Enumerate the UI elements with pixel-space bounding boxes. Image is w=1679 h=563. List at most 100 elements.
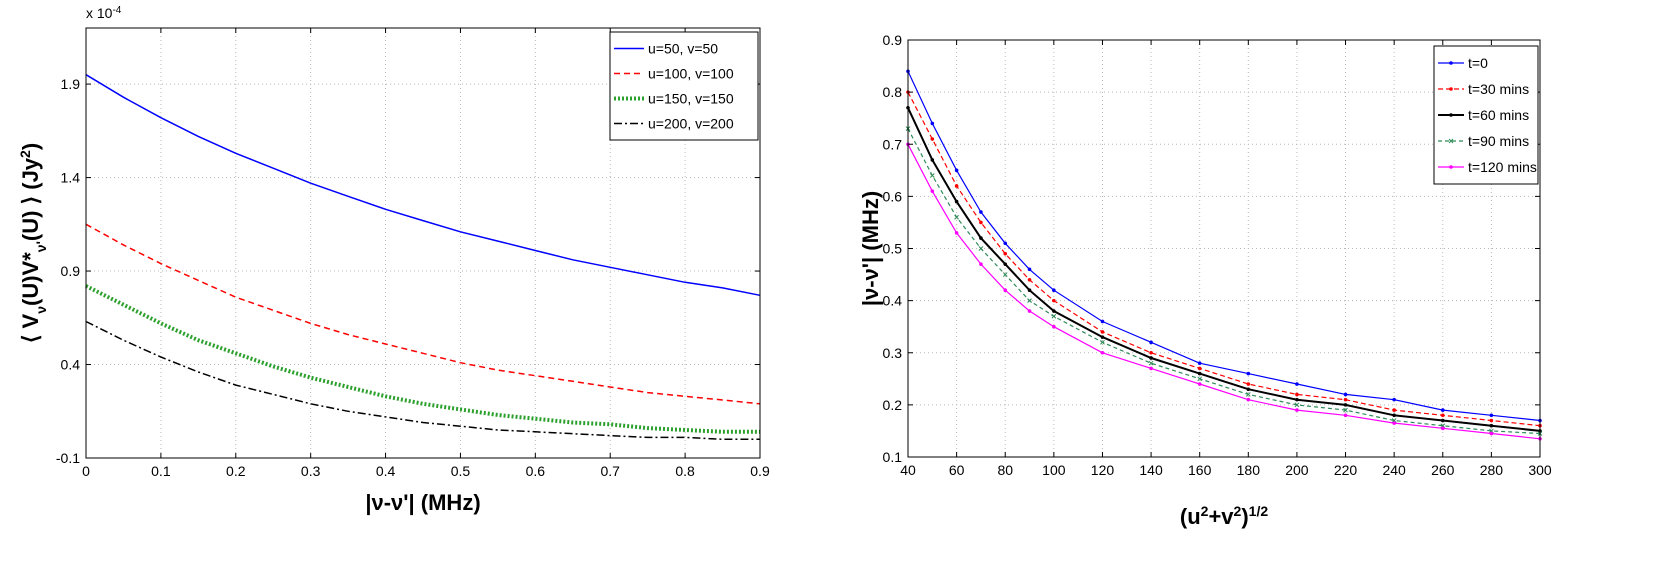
data-point — [1489, 431, 1494, 436]
y-tick-label: 0.7 — [883, 136, 903, 152]
legend-label: t=90 mins — [1468, 133, 1529, 149]
x-tick-label: 0.3 — [301, 463, 321, 479]
series-line-4 — [907, 128, 1541, 435]
series-line-2 — [85, 223, 761, 405]
data-point — [1343, 397, 1348, 402]
data-point — [1051, 313, 1057, 319]
y-tick-label: 0.1 — [883, 449, 903, 465]
x-tick-label: 0.2 — [226, 463, 246, 479]
data-point — [1294, 402, 1300, 408]
y-tick-label: 0.8 — [883, 84, 903, 100]
data-point — [954, 184, 959, 188]
x-tick-label: 300 — [1528, 462, 1552, 478]
data-point — [1295, 382, 1299, 386]
legend-box — [609, 31, 759, 141]
data-point — [1246, 382, 1251, 386]
legend-marker — [1449, 113, 1453, 117]
x-tick-label: 0 — [82, 463, 90, 479]
data-point — [954, 231, 959, 235]
data-point — [1197, 361, 1202, 365]
legend-label: t=60 mins — [1468, 107, 1529, 123]
data-point — [1197, 382, 1202, 386]
data-point — [1149, 356, 1153, 360]
data-point — [1003, 262, 1008, 266]
data-point — [1100, 335, 1105, 339]
data-point — [1295, 408, 1299, 412]
y-tick-label: 0.9 — [883, 32, 903, 48]
series-line-2 — [907, 91, 1541, 427]
data-point — [1052, 324, 1056, 329]
x-tick-label: 220 — [1334, 462, 1358, 478]
data-point — [1489, 418, 1494, 423]
data-point — [1027, 267, 1032, 272]
data-point — [930, 158, 935, 162]
y-tick-label: 0.4 — [61, 357, 81, 373]
x-tick-label: 60 — [949, 462, 965, 478]
x-tick-label: 0.1 — [151, 463, 171, 479]
chart-decorrelation-width: 40 60 80 100 120 140 160 180 200 220 240 260 280 300 0… — [858, 32, 1552, 529]
data-point — [1440, 413, 1445, 418]
legend-marker — [1448, 138, 1454, 144]
x-tick-label: 260 — [1431, 462, 1455, 478]
data-point — [1440, 426, 1445, 431]
series-line-1 — [85, 74, 761, 297]
x-tick-label: 0.7 — [600, 463, 620, 479]
data-point — [1343, 413, 1348, 418]
data-point — [1440, 408, 1445, 412]
series-line-5 — [907, 144, 1541, 440]
data-point — [1295, 392, 1299, 397]
x-tick-label: 0.6 — [526, 463, 546, 479]
data-point — [1197, 376, 1203, 382]
data-point — [1052, 298, 1056, 303]
data-point — [1027, 288, 1032, 293]
data-point — [930, 189, 935, 193]
data-point — [954, 214, 959, 220]
data-point — [1246, 371, 1251, 376]
data-point — [929, 173, 935, 178]
y-axis-label: |ν-ν'| (MHz) — [858, 191, 883, 306]
y-tick-label: 0.5 — [883, 241, 903, 257]
data-point — [1100, 319, 1105, 324]
data-point — [1392, 397, 1396, 402]
legend-label: t=0 — [1468, 55, 1488, 71]
axis-exponent-label: x 10-4 — [86, 5, 122, 22]
y-tick-label: 0.4 — [883, 293, 903, 309]
y-tick-label: 0.3 — [883, 345, 903, 361]
data-point — [1100, 330, 1105, 334]
data-point — [1246, 397, 1251, 402]
x-tick-label: 240 — [1382, 462, 1406, 478]
x-axis-label: |ν-ν'| (MHz) — [365, 490, 480, 515]
data-point — [1440, 423, 1446, 429]
data-point — [1100, 339, 1105, 345]
x-tick-label: 80 — [997, 462, 1013, 478]
data-point — [1100, 350, 1105, 355]
data-point — [1002, 272, 1008, 277]
x-tick-label: 0.9 — [750, 463, 770, 479]
x-tick-label: 160 — [1188, 462, 1212, 478]
data-point — [1489, 413, 1494, 418]
data-point — [1489, 428, 1494, 434]
y-tick-label: -0.1 — [56, 450, 80, 466]
data-point — [1392, 413, 1396, 418]
y-tick-label: 0.2 — [883, 397, 903, 413]
data-point — [1149, 366, 1153, 371]
x-tick-label: 180 — [1237, 462, 1261, 478]
data-point — [1246, 387, 1251, 392]
y-axis-label: ⟨ Vν(U)V*ν'(U) ⟩ (Jy2) — [17, 143, 49, 343]
legend-marker — [1449, 87, 1453, 91]
series-line-3 — [85, 284, 760, 434]
y-tick-label: 1.9 — [61, 76, 81, 92]
data-point — [1027, 277, 1032, 282]
legend-label: u=150, v=150 — [648, 91, 734, 107]
x-tick-label: 140 — [1139, 462, 1163, 478]
legend-marker — [1449, 61, 1453, 65]
data-point — [1489, 423, 1494, 428]
data-point — [1149, 340, 1153, 345]
data-point — [1027, 309, 1032, 313]
x-tick-label: 0.8 — [675, 463, 695, 479]
data-point — [979, 262, 983, 266]
x-tick-label: 120 — [1091, 462, 1115, 478]
data-point — [979, 236, 983, 240]
data-point — [1148, 360, 1154, 366]
